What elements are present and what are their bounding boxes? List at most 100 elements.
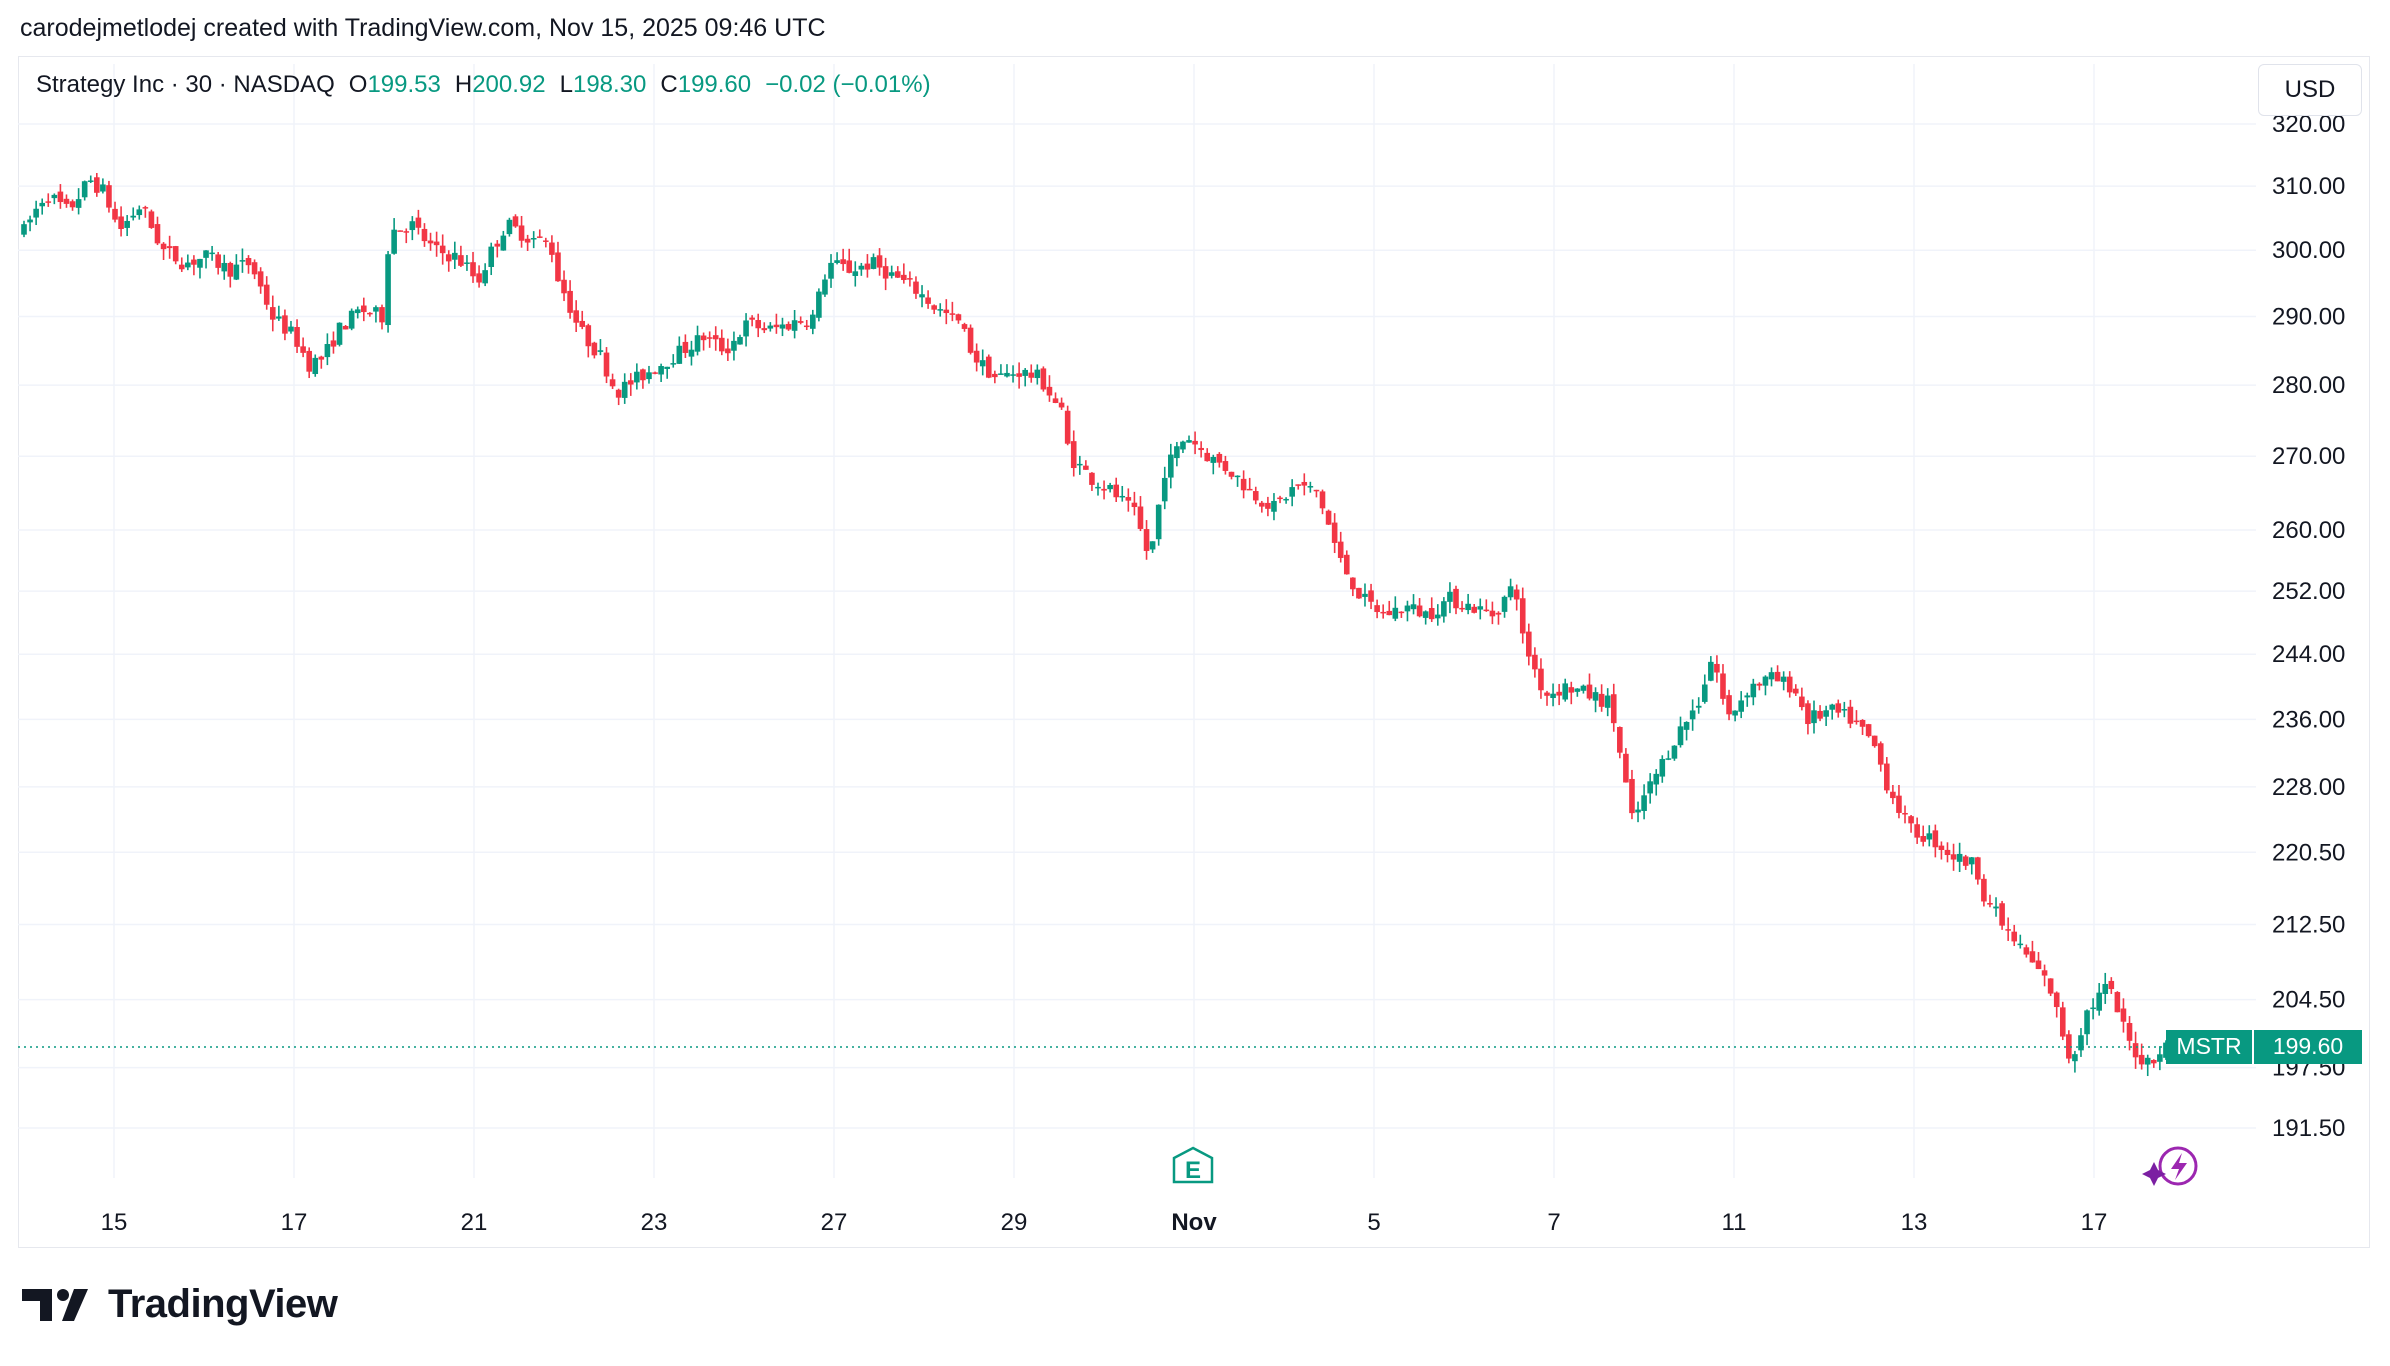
- candle-body: [2150, 1059, 2157, 1064]
- candle-body: [1161, 477, 1168, 502]
- candle-body: [773, 324, 780, 328]
- candle-body: [603, 352, 610, 377]
- candle-body: [330, 340, 337, 347]
- candle-body: [1101, 488, 1107, 491]
- candle-body: [75, 199, 82, 208]
- candle-body: [1252, 491, 1259, 501]
- candle-body: [1956, 853, 1963, 862]
- candle-body: [1598, 693, 1605, 707]
- candle-body: [725, 348, 731, 354]
- candle-body: [1920, 836, 1927, 842]
- sparkle: [2142, 1162, 2166, 1186]
- candle-body: [2053, 992, 2060, 1008]
- candle-body: [1962, 856, 1969, 866]
- candle-body: [106, 185, 112, 208]
- candle-body: [779, 324, 786, 329]
- candle-body: [1981, 878, 1987, 902]
- high-value: H200.92: [454, 71, 546, 98]
- candle-body: [1544, 692, 1550, 696]
- candle-body: [1034, 369, 1041, 379]
- candle-body: [1343, 554, 1350, 575]
- symbol-title[interactable]: Strategy Inc · 30 · NASDAQ: [36, 71, 335, 98]
- candle-body: [1871, 735, 1878, 747]
- candle-body: [1295, 484, 1302, 486]
- candle-body: [682, 341, 689, 353]
- candle-body: [1477, 606, 1484, 610]
- ohlc-legend: Strategy Inc · 30 · NASDAQ O199.53 H200.…: [36, 71, 931, 99]
- candle-body: [640, 369, 646, 381]
- candle-body: [585, 325, 592, 347]
- candle-body: [245, 258, 252, 266]
- candle-body: [1368, 590, 1374, 602]
- candle-body: [51, 194, 58, 199]
- candle-body: [1259, 502, 1265, 507]
- candle-body: [1653, 773, 1660, 785]
- open-value: O199.53: [348, 71, 441, 98]
- candle-body: [2144, 1057, 2151, 1065]
- candle-body: [160, 243, 167, 250]
- candle-body: [998, 373, 1004, 375]
- candle-body: [27, 219, 33, 223]
- candle-body: [1434, 614, 1441, 619]
- candle-body: [664, 366, 670, 369]
- currency-button[interactable]: USD: [2258, 64, 2362, 116]
- chart-pane[interactable]: [18, 56, 2370, 1248]
- candle-body: [1938, 845, 1945, 851]
- candle-body: [269, 307, 276, 320]
- candle-body: [1362, 593, 1368, 597]
- candle-body: [634, 371, 640, 383]
- candle-body: [1495, 612, 1502, 615]
- candle-body: [1604, 695, 1611, 708]
- candle-body: [1265, 502, 1271, 509]
- candle-body: [1192, 440, 1198, 445]
- candle-body: [2102, 983, 2109, 994]
- lightning-icon[interactable]: [2142, 1146, 2198, 1186]
- candle-body: [731, 340, 737, 351]
- candle-body: [324, 344, 331, 358]
- candle-body: [2041, 970, 2048, 976]
- y-tick-label: 270.00: [2272, 443, 2345, 470]
- candle-body: [494, 243, 501, 247]
- candle-body: [1083, 465, 1089, 470]
- candle-body: [185, 262, 191, 268]
- candle-body: [1010, 374, 1016, 376]
- candle-body: [1313, 489, 1320, 492]
- candle-body: [1829, 704, 1835, 710]
- candle-body: [203, 250, 209, 258]
- candle-body: [985, 356, 992, 378]
- candle-body: [652, 372, 658, 374]
- candle-body: [767, 325, 774, 329]
- candle-body: [901, 274, 907, 281]
- tradingview-logo[interactable]: TradingView: [22, 1282, 338, 1327]
- candle-body: [2120, 1008, 2127, 1022]
- candle-body: [263, 284, 270, 305]
- y-tick-label: 236.00: [2272, 706, 2345, 733]
- candle-body: [1234, 475, 1241, 478]
- y-tick-label: 300.00: [2272, 237, 2345, 264]
- candle-body: [1447, 591, 1453, 602]
- candle-body: [1459, 607, 1465, 610]
- candle-body: [1216, 453, 1223, 463]
- candle-body: [1380, 611, 1386, 614]
- candle-body: [1865, 724, 1872, 737]
- candle-body: [967, 327, 974, 353]
- candle-body: [755, 320, 762, 329]
- low-value: L198.30: [559, 71, 647, 98]
- candle-body: [1526, 631, 1532, 657]
- candle-body: [1016, 373, 1022, 377]
- candle-body: [421, 228, 428, 242]
- candle-body: [33, 208, 39, 218]
- candle-body: [1404, 605, 1411, 612]
- candle-body: [360, 305, 367, 313]
- candle-body: [1786, 676, 1793, 693]
- candle-body: [907, 278, 913, 280]
- candle-body: [1186, 440, 1192, 443]
- candle-body: [1574, 688, 1581, 692]
- y-tick-label: 280.00: [2272, 372, 2345, 399]
- candle-body: [992, 373, 998, 378]
- candle-body: [1040, 368, 1047, 390]
- candle-body: [1337, 541, 1344, 558]
- earnings-marker[interactable]: E: [1172, 1146, 1214, 1184]
- candle-body: [1774, 671, 1781, 682]
